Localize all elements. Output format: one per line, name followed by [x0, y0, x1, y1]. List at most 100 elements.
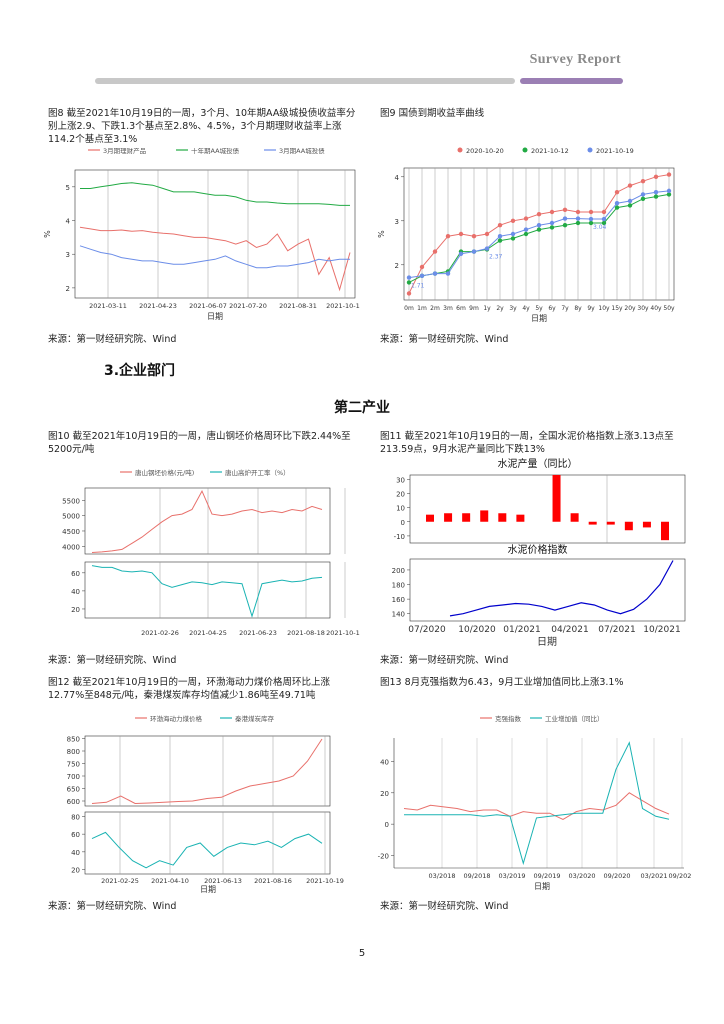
x-tick-label: 4y [522, 305, 530, 312]
fig8-legend: 3月期理财产品 十年期AA城投债 3月期AA城投债 [88, 148, 325, 155]
x-tick-label: 0m [404, 305, 414, 312]
series-line [449, 560, 674, 617]
y-tick-label: 0 [385, 821, 389, 829]
y-tick-label: 60 [71, 570, 80, 578]
y-tick-label: 20 [71, 867, 80, 875]
y-tick-label: 20 [71, 606, 80, 614]
data-point [458, 251, 464, 256]
data-point [614, 205, 620, 210]
y-tick-label: 4 [66, 218, 71, 226]
y-tick-label: 5500 [62, 497, 80, 505]
legend-label: 秦港煤炭库存 [235, 714, 275, 723]
bar [606, 521, 615, 525]
data-point [575, 209, 581, 215]
legend-label: 2021-10-19 [596, 147, 634, 155]
fig11-caption: 图11 截至2021年10月19日的一周，全国水泥价格指数上涨3.13点至213… [380, 431, 674, 455]
y-tick-label: 20 [396, 490, 405, 498]
x-tick-label: 2021-06-13 [204, 877, 242, 885]
data-point [484, 231, 490, 237]
data-point [562, 207, 568, 212]
y-axis-label: % [377, 230, 386, 238]
data-point [523, 227, 529, 232]
legend-label: 唐山钢坯价格(元/吨) [135, 468, 194, 477]
data-point [601, 216, 607, 222]
legend-label: 十年期AA城投债 [191, 148, 240, 155]
x-tick-label: 2021-07-20 [229, 302, 267, 310]
series-line [91, 489, 323, 553]
bar [444, 513, 453, 522]
y-tick-label: 80 [71, 813, 80, 821]
fig10-source: 来源：第一财经研究院、Wind [48, 655, 177, 666]
y-tick-label: 750 [67, 761, 80, 769]
y-tick-label: 40 [71, 849, 80, 857]
series-line [403, 792, 670, 820]
data-point [445, 271, 451, 276]
bar [642, 521, 651, 528]
fig12-caption: 图12 截至2021年10月19日的一周，环渤海动力煤价格周环比上涨12.77%… [48, 677, 330, 701]
x-tick-label: 01/2021 [503, 625, 540, 635]
legend-marker [457, 147, 463, 153]
x-axis-label: 日期 [537, 636, 557, 648]
y-tick-label: 140 [392, 611, 405, 619]
fig9-caption: 图9 国债到期收益率曲线 [380, 108, 485, 119]
x-tick-label: 30y [637, 305, 649, 312]
header-bar-grey [95, 78, 515, 84]
section-subheading: 第二产业 [334, 400, 390, 416]
x-tick-label: 2021-10-19 [326, 302, 360, 310]
fig11-source: 来源：第一财经研究院、Wind [380, 655, 509, 666]
y-tick-label: 40 [71, 588, 80, 596]
data-point [640, 179, 646, 184]
data-point [510, 218, 516, 223]
x-axis-label: 日期 [534, 882, 550, 891]
data-point [406, 291, 412, 296]
legend-label: 工业增加值（同比） [545, 714, 604, 723]
legend-label: 2021-10-12 [531, 147, 569, 155]
x-tick-label: 2021-02-26 [141, 629, 179, 637]
x-tick-label: 03/2019 [498, 872, 525, 880]
data-point [536, 212, 542, 217]
x-tick-label: 2021-10-19 [306, 877, 344, 885]
x-axis-label: 日期 [531, 314, 547, 323]
legend-label: 克强指数 [495, 714, 522, 723]
data-point [575, 216, 581, 221]
legend-label: 唐山高炉开工率（%） [225, 468, 290, 477]
data-point [497, 238, 503, 243]
x-tick-label: 3m [443, 305, 453, 312]
data-point [627, 203, 633, 208]
data-point [653, 194, 659, 199]
fig13-legend: 克强指数 工业增加值（同比） [480, 714, 604, 723]
data-point [562, 223, 568, 228]
series-line [91, 565, 323, 618]
plot-frame [409, 558, 686, 622]
x-tick-label: 2021-03-11 [89, 302, 127, 310]
bar [588, 521, 597, 525]
fig10-legend: 唐山钢坯价格(元/吨) 唐山高炉开工率（%） [120, 468, 290, 477]
data-point [419, 273, 425, 278]
data-point [588, 220, 594, 226]
bar [426, 514, 434, 522]
report-title: Survey Report [529, 52, 621, 67]
plot-frame [84, 735, 331, 807]
y-tick-label: 20 [380, 790, 389, 798]
data-point [484, 246, 490, 251]
x-tick-label: 7y [561, 305, 569, 312]
bar [462, 513, 471, 522]
data-point [614, 190, 620, 195]
data-point [549, 225, 555, 230]
section-heading: 3.企业部门 [104, 363, 176, 379]
x-tick-label: 10/2021 [643, 625, 680, 635]
y-tick-label: -10 [394, 533, 405, 541]
data-point [471, 249, 477, 254]
x-tick-label: 40y [650, 305, 662, 312]
y-tick-label: 850 [67, 736, 80, 744]
y-tick-label: 60 [71, 831, 80, 839]
x-tick-label: 03/2021 [640, 872, 667, 880]
y-tick-label: 160 [392, 596, 405, 604]
x-tick-label: 10/2020 [458, 625, 496, 635]
data-point [666, 172, 672, 177]
fig12-legend: 环渤海动力煤价格 秦港煤炭库存 [135, 714, 275, 723]
x-tick-label: 2021-04-25 [189, 629, 227, 637]
legend-marker [587, 147, 593, 153]
x-tick-label: 3y [509, 305, 517, 312]
legend-label: 2020-10-20 [466, 147, 504, 155]
